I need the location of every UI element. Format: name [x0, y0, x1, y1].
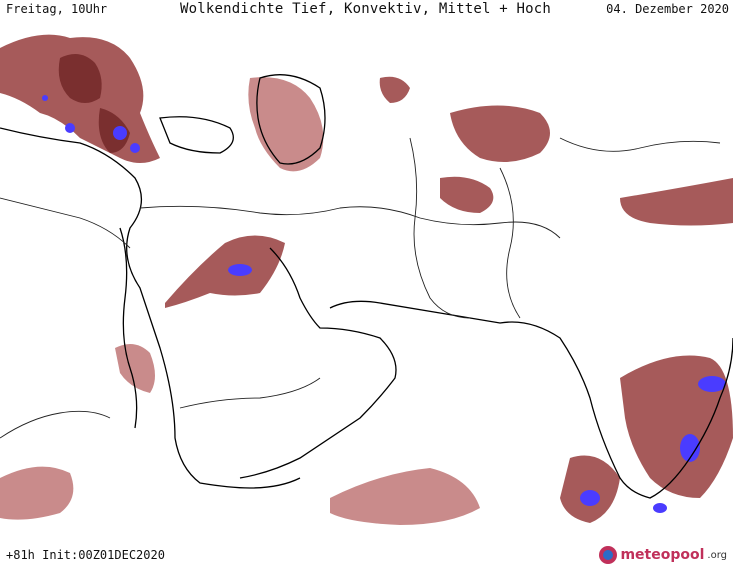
cloud-cell	[560, 355, 733, 523]
coastline	[159, 116, 234, 154]
forecast-date-label: 04. Dezember 2020	[606, 2, 729, 16]
cloud-density-map	[0, 34, 733, 525]
country-border	[499, 167, 521, 319]
country-border	[409, 137, 471, 319]
country-border	[0, 197, 131, 249]
country-border	[559, 137, 721, 152]
cloud-cell	[0, 344, 155, 520]
map-title: Wolkendichte Tief, Konvektiv, Mittel + H…	[180, 1, 552, 17]
country-border	[139, 205, 561, 239]
cloud-cell	[580, 376, 726, 513]
coastline	[239, 247, 397, 479]
cloud-cell	[42, 95, 140, 153]
cloud-layer	[0, 34, 733, 525]
cloud-cell	[620, 178, 733, 226]
meteopool-logo[interactable]: meteopool .org	[599, 546, 727, 564]
cloud-cell	[379, 76, 550, 213]
coastline	[119, 227, 138, 429]
coastline	[329, 300, 733, 499]
logo-text: meteopool	[620, 547, 705, 563]
run-info: +81h Init:00Z01DEC2020	[6, 548, 165, 562]
cloud-cell	[228, 264, 252, 276]
cloud-cell	[248, 77, 324, 172]
country-border	[179, 377, 321, 409]
coastline-layer	[0, 74, 733, 499]
forecast-day-label: Freitag, 10Uhr	[6, 2, 108, 16]
coastline	[256, 74, 326, 165]
cloud-cell	[330, 468, 480, 525]
cloud-cell	[165, 235, 285, 308]
coastline	[0, 127, 301, 489]
footer-bar: +81h Init:00Z01DEC2020 meteopool .org	[0, 525, 733, 566]
border-layer	[0, 137, 721, 439]
logo-icon	[599, 546, 618, 564]
logo-tld: .org	[707, 549, 727, 561]
country-border	[0, 410, 111, 439]
